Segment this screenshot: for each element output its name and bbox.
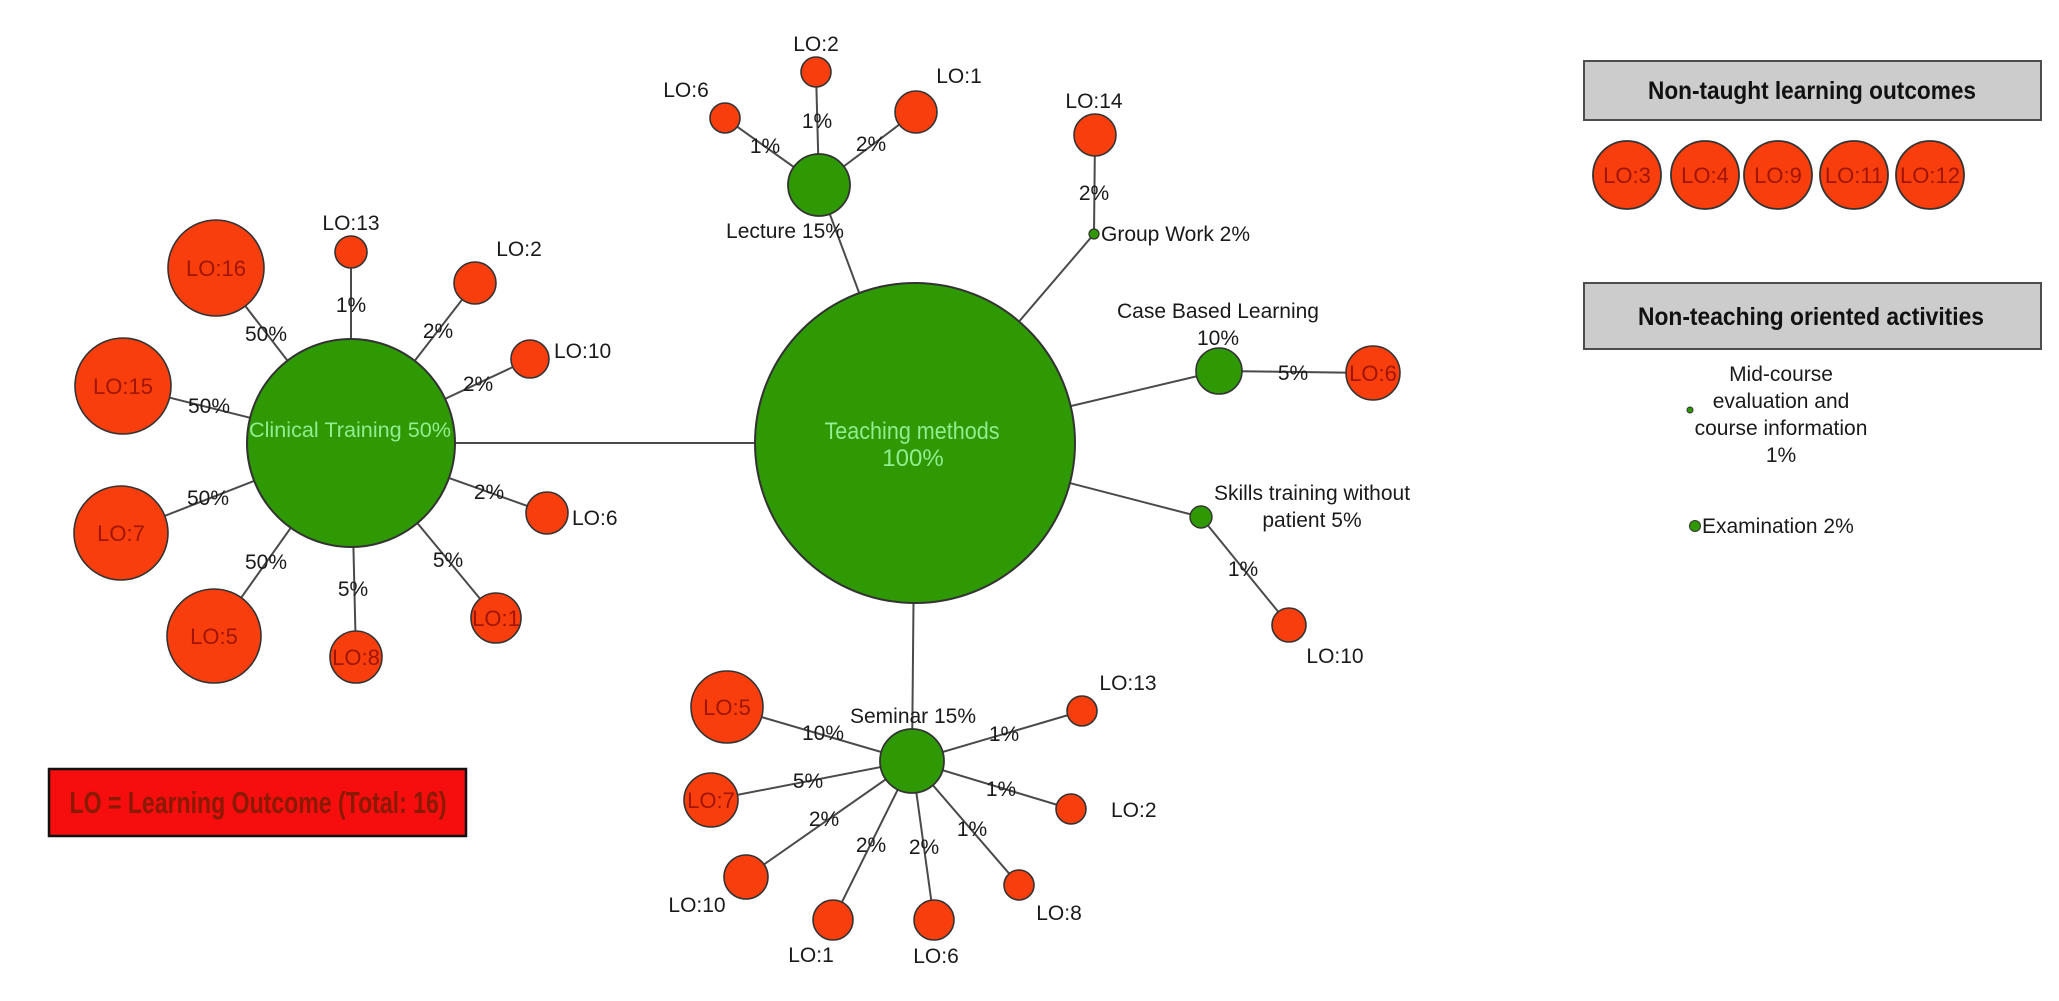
svg-text:2%: 2% <box>856 133 886 156</box>
svg-text:LO:14: LO:14 <box>1065 90 1123 113</box>
svg-text:LO:5: LO:5 <box>190 624 238 649</box>
svg-text:Skills training without: Skills training without <box>1214 482 1410 505</box>
svg-text:LO:13: LO:13 <box>1099 672 1156 695</box>
svg-text:5%: 5% <box>1278 362 1308 385</box>
svg-text:LO:6: LO:6 <box>913 945 959 968</box>
svg-text:1%: 1% <box>336 294 366 317</box>
svg-text:Lecture 15%: Lecture 15% <box>726 220 844 243</box>
svg-text:50%: 50% <box>245 551 287 574</box>
svg-text:50%: 50% <box>187 487 229 510</box>
svg-text:evaluation and: evaluation and <box>1713 390 1850 413</box>
svg-text:Seminar 15%: Seminar 15% <box>850 705 976 728</box>
svg-text:Group Work 2%: Group Work 2% <box>1101 223 1250 246</box>
svg-text:LO:6: LO:6 <box>572 507 618 530</box>
svg-text:Teaching methods: Teaching methods <box>825 418 1000 445</box>
svg-text:LO:16: LO:16 <box>186 256 246 281</box>
svg-text:LO:7: LO:7 <box>687 788 735 813</box>
svg-text:1%: 1% <box>986 778 1016 801</box>
svg-text:LO:13: LO:13 <box>322 212 379 235</box>
svg-text:Mid-course: Mid-course <box>1729 363 1833 386</box>
svg-text:10%: 10% <box>1197 327 1239 350</box>
svg-text:Non-taught learning outcomes: Non-taught learning outcomes <box>1648 77 1976 105</box>
svg-text:LO = Learning Outcome (Total:: LO = Learning Outcome (Total: 16) <box>70 785 447 820</box>
svg-text:Examination 2%: Examination 2% <box>1702 515 1854 538</box>
svg-text:LO:15: LO:15 <box>93 374 153 399</box>
svg-text:1%: 1% <box>1766 444 1796 467</box>
svg-text:1%: 1% <box>750 135 780 158</box>
svg-text:LO:1: LO:1 <box>472 606 520 631</box>
svg-text:50%: 50% <box>188 395 230 418</box>
svg-text:2%: 2% <box>856 834 886 857</box>
svg-text:LO:2: LO:2 <box>496 238 542 261</box>
svg-text:LO:5: LO:5 <box>703 695 751 720</box>
svg-text:2%: 2% <box>463 373 493 396</box>
svg-text:1%: 1% <box>1228 558 1258 581</box>
svg-text:1%: 1% <box>802 110 832 133</box>
svg-text:LO:2: LO:2 <box>793 33 839 56</box>
svg-text:LO:8: LO:8 <box>1036 902 1082 925</box>
svg-text:LO:1: LO:1 <box>788 944 834 967</box>
svg-text:LO:10: LO:10 <box>554 340 611 363</box>
svg-text:5%: 5% <box>338 578 368 601</box>
svg-text:1%: 1% <box>957 818 987 841</box>
svg-text:LO:1: LO:1 <box>936 65 982 88</box>
svg-text:2%: 2% <box>423 320 453 343</box>
svg-text:patient 5%: patient 5% <box>1262 509 1361 532</box>
svg-text:2%: 2% <box>474 481 504 504</box>
svg-text:100%: 100% <box>882 445 943 472</box>
svg-text:2%: 2% <box>909 836 939 859</box>
svg-text:LO:8: LO:8 <box>332 645 380 670</box>
svg-text:LO:10: LO:10 <box>1306 645 1363 668</box>
svg-text:2%: 2% <box>809 808 839 831</box>
svg-text:50%: 50% <box>245 323 287 346</box>
svg-text:LO:6: LO:6 <box>663 79 709 102</box>
svg-text:LO:7: LO:7 <box>97 521 145 546</box>
svg-text:5%: 5% <box>433 549 463 572</box>
svg-text:LO:6: LO:6 <box>1349 361 1397 386</box>
svg-text:1%: 1% <box>989 723 1019 746</box>
svg-text:LO:3: LO:3 <box>1603 163 1651 188</box>
svg-text:LO:9: LO:9 <box>1754 163 1802 188</box>
svg-text:2%: 2% <box>1079 182 1109 205</box>
svg-text:Clinical Training 50%: Clinical Training 50% <box>249 419 451 442</box>
svg-text:5%: 5% <box>793 770 823 793</box>
svg-text:LO:10: LO:10 <box>668 894 725 917</box>
svg-text:10%: 10% <box>802 722 844 745</box>
svg-text:LO:2: LO:2 <box>1111 799 1157 822</box>
svg-text:LO:11: LO:11 <box>1825 163 1883 188</box>
svg-text:LO:12: LO:12 <box>1900 163 1960 188</box>
svg-text:course information: course information <box>1695 417 1868 440</box>
svg-text:Non-teaching oriented activiti: Non-teaching oriented activities <box>1638 303 1984 331</box>
svg-text:LO:4: LO:4 <box>1681 163 1729 188</box>
svg-text:Case Based Learning: Case Based Learning <box>1117 300 1319 323</box>
